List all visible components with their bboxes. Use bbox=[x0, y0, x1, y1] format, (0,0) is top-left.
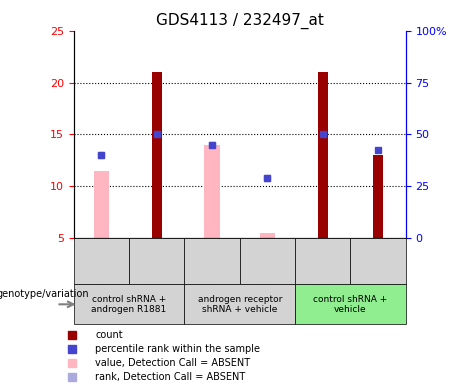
Bar bbox=[295, 238, 350, 284]
Bar bbox=[74, 238, 129, 284]
Bar bbox=[152, 72, 162, 238]
Bar bbox=[129, 238, 184, 284]
Text: count: count bbox=[95, 330, 123, 340]
Text: androgen receptor
shRNA + vehicle: androgen receptor shRNA + vehicle bbox=[197, 295, 282, 314]
Bar bbox=[295, 284, 406, 324]
Bar bbox=[373, 155, 383, 238]
Bar bbox=[260, 233, 275, 238]
Text: genotype/variation: genotype/variation bbox=[0, 289, 89, 299]
Bar bbox=[350, 238, 406, 284]
Title: GDS4113 / 232497_at: GDS4113 / 232497_at bbox=[156, 13, 324, 29]
Bar bbox=[184, 238, 240, 284]
Text: control shRNA +
vehicle: control shRNA + vehicle bbox=[313, 295, 388, 314]
Text: percentile rank within the sample: percentile rank within the sample bbox=[95, 344, 260, 354]
Bar bbox=[184, 284, 295, 324]
Bar bbox=[204, 145, 220, 238]
Bar bbox=[318, 72, 328, 238]
Text: value, Detection Call = ABSENT: value, Detection Call = ABSENT bbox=[95, 358, 250, 368]
Bar bbox=[94, 170, 109, 238]
Text: control shRNA +
androgen R1881: control shRNA + androgen R1881 bbox=[91, 295, 167, 314]
Text: rank, Detection Call = ABSENT: rank, Detection Call = ABSENT bbox=[95, 372, 245, 382]
Bar bbox=[74, 284, 184, 324]
Bar bbox=[240, 238, 295, 284]
